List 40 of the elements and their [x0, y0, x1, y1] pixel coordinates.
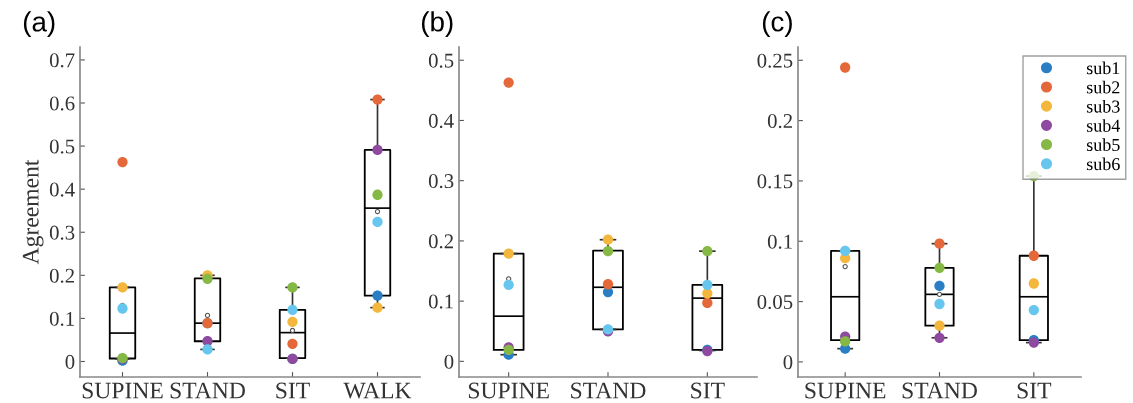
- y-tick-label: 0: [444, 354, 454, 369]
- legend-label: sub1: [1086, 61, 1120, 75]
- legend-label: sub2: [1086, 80, 1120, 94]
- legend-label: sub3: [1086, 99, 1120, 113]
- y-tick-label: 0.5: [49, 139, 75, 154]
- x-tick-label: SIT: [691, 382, 725, 399]
- y-tick-label: 0.2: [428, 234, 453, 249]
- y-tick-label: 0.4: [428, 113, 454, 128]
- x-tick-label: SIT: [276, 382, 310, 399]
- y-tick-label: 0.2: [767, 113, 792, 129]
- y-tick-label: 0.15: [757, 174, 793, 189]
- y-tick-label: 0: [783, 355, 793, 370]
- y-tick-label: 0.3: [428, 174, 454, 189]
- x-tick-label: STAND: [170, 382, 245, 399]
- x-tick-label: STAND: [902, 382, 977, 399]
- x-tick-label: SUPINE: [468, 382, 549, 399]
- y-tick-label: 0.1: [767, 234, 792, 249]
- y-tick-label: 0.3: [49, 225, 75, 240]
- y-tick-label: 0: [65, 354, 75, 369]
- y-tick-label: 0.25: [757, 53, 793, 68]
- chart-title: (b): [421, 11, 453, 38]
- y-tick-label: 0.5: [428, 53, 454, 68]
- y-tick-label: 0.1: [49, 311, 74, 326]
- y-tick-label: 0.4: [49, 182, 75, 197]
- y-tick-label: 0.6: [49, 96, 75, 111]
- x-tick-label: WALK: [343, 382, 412, 399]
- legend-label: sub6: [1086, 157, 1120, 171]
- x-tick-label: STAND: [571, 382, 646, 399]
- y-tick-label: 0.2: [49, 268, 74, 283]
- chart-title: (c): [762, 11, 792, 38]
- x-tick-label: SUPINE: [805, 382, 886, 399]
- legend-label: sub5: [1086, 138, 1120, 152]
- y-axis-title: Agreement: [22, 159, 44, 265]
- chart-title: (a): [23, 11, 55, 38]
- legend-label: sub4: [1086, 119, 1121, 132]
- x-tick-label: SUPINE: [82, 382, 163, 399]
- y-tick-label: 0.05: [757, 294, 793, 310]
- y-tick-label: 0.7: [49, 53, 75, 68]
- y-tick-label: 0.1: [428, 294, 453, 309]
- x-tick-label: SIT: [1017, 382, 1052, 399]
